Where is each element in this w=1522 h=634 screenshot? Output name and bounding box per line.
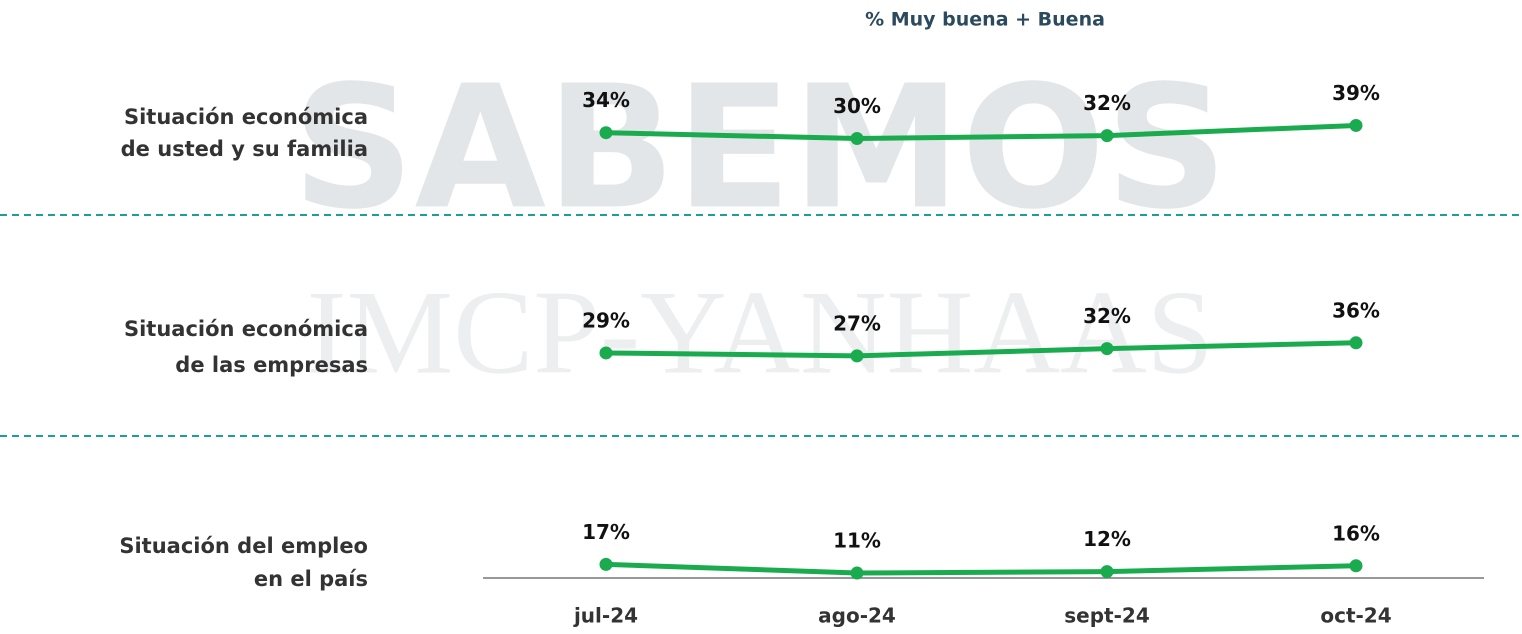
marker <box>850 132 864 145</box>
marker <box>850 566 864 580</box>
line <box>605 340 1357 359</box>
marker <box>599 346 613 360</box>
marker <box>1349 559 1363 573</box>
line <box>605 561 1357 576</box>
marker <box>599 126 613 140</box>
marker <box>850 349 864 363</box>
value-label: 17% <box>582 520 630 544</box>
value-label: 29% <box>582 308 630 332</box>
row-label: Situación económica <box>124 105 368 129</box>
marker <box>1100 342 1114 356</box>
value-label: 11% <box>833 529 881 553</box>
watermark: SABEMOS <box>292 49 1228 247</box>
value-label: 39% <box>1332 81 1380 105</box>
subtitle: % Muy buena + Buena <box>865 9 1105 31</box>
value-label: 32% <box>1083 304 1131 328</box>
x-tick-label: sept-24 <box>1064 604 1149 628</box>
marker <box>1349 336 1363 350</box>
value-label: 27% <box>833 311 881 335</box>
marker <box>1349 118 1363 132</box>
watermark: IMCP-YANHAAS <box>307 266 1214 399</box>
row-label: Situación del empleo <box>119 534 368 558</box>
marker <box>599 557 613 571</box>
value-label: 12% <box>1083 527 1131 551</box>
line <box>605 122 1357 141</box>
value-label: 16% <box>1332 521 1380 545</box>
value-label: 32% <box>1083 91 1131 115</box>
x-tick-label: jul-24 <box>573 604 638 628</box>
row-label: de usted y su familia <box>121 137 368 161</box>
value-label: 36% <box>1332 298 1380 322</box>
marker <box>1100 129 1114 143</box>
value-label: 34% <box>582 88 630 112</box>
x-tick-label: ago-24 <box>818 604 896 628</box>
x-tick-label: oct-24 <box>1320 604 1391 628</box>
row-label: Situación económica <box>124 317 368 341</box>
value-label: 30% <box>833 94 881 118</box>
marker <box>1100 565 1114 579</box>
row-label: en el país <box>254 567 368 591</box>
row-label: de las empresas <box>175 353 368 377</box>
